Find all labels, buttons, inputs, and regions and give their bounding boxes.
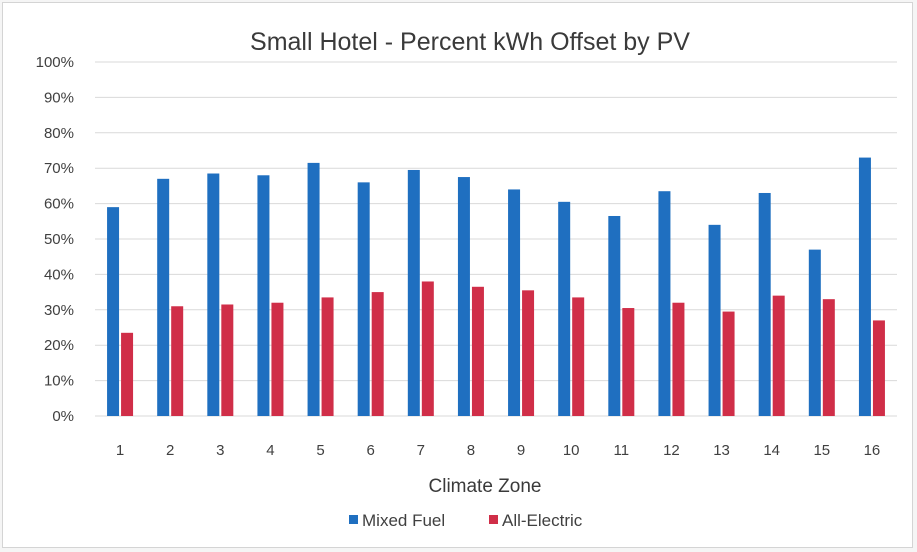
bar-mixed-fuel-zone-15 (808, 249, 821, 416)
y-tick-label: 0% (52, 408, 74, 425)
bar-all-electric-zone-14 (772, 295, 785, 416)
x-tick-label: 6 (367, 442, 375, 459)
bar-all-electric-zone-8 (471, 286, 484, 416)
bar-mixed-fuel-zone-11 (608, 215, 621, 416)
bar-all-electric-zone-5 (321, 297, 334, 416)
y-axis-ticks: 0% 10% 20% 30% 40% 50% 60% 70% 80% 90% 100% (36, 54, 74, 425)
bar-all-electric-zone-10 (572, 297, 585, 416)
y-tick-label: 90% (44, 89, 74, 106)
bar-all-electric-zone-1 (121, 332, 134, 416)
x-tick-label: 15 (813, 442, 830, 459)
bar-all-electric-zone-11 (622, 308, 635, 416)
y-tick-label: 60% (44, 196, 74, 213)
x-tick-label: 5 (316, 442, 324, 459)
bar-mixed-fuel-zone-8 (457, 177, 470, 416)
y-tick-label: 50% (44, 231, 74, 248)
y-tick-label: 30% (44, 302, 74, 319)
legend-label: Mixed Fuel (362, 511, 445, 530)
bar-mixed-fuel-zone-2 (157, 178, 170, 416)
chart-title: Small Hotel - Percent kWh Offset by PV (250, 28, 690, 56)
bar-all-electric-zone-12 (672, 302, 685, 416)
bar-all-electric-zone-6 (371, 292, 384, 416)
bar-mixed-fuel-zone-3 (207, 173, 220, 416)
bar-all-electric-zone-4 (271, 302, 284, 416)
x-tick-label: 12 (663, 442, 680, 459)
bars (107, 157, 885, 416)
bar-all-electric-zone-2 (171, 306, 184, 416)
legend: Mixed Fuel All-Electric (349, 511, 583, 530)
x-tick-label: 16 (864, 442, 881, 459)
bar-mixed-fuel-zone-7 (407, 169, 420, 416)
x-tick-label: 10 (563, 442, 580, 459)
y-tick-label: 100% (36, 54, 74, 71)
y-tick-label: 70% (44, 160, 74, 177)
y-tick-label: 80% (44, 125, 74, 142)
bar-mixed-fuel-zone-1 (107, 207, 120, 416)
bar-mixed-fuel-zone-16 (858, 157, 871, 416)
bar-mixed-fuel-zone-6 (357, 182, 370, 416)
bar-mixed-fuel-zone-9 (508, 189, 521, 416)
bar-all-electric-zone-13 (722, 311, 735, 416)
x-tick-label: 3 (216, 442, 224, 459)
legend-swatch (489, 515, 498, 524)
x-tick-label: 2 (166, 442, 174, 459)
x-tick-label: 4 (266, 442, 274, 459)
y-tick-label: 40% (44, 266, 74, 283)
x-axis-label: Climate Zone (429, 476, 542, 497)
x-tick-label: 14 (763, 442, 780, 459)
bar-mixed-fuel-zone-10 (558, 201, 571, 416)
bar-mixed-fuel-zone-12 (658, 191, 671, 416)
bar-all-electric-zone-3 (221, 304, 234, 416)
bar-all-electric-zone-9 (522, 290, 535, 416)
x-tick-label: 9 (517, 442, 525, 459)
x-tick-label: 8 (467, 442, 475, 459)
y-tick-label: 20% (44, 337, 74, 354)
bar-all-electric-zone-7 (421, 281, 434, 416)
x-axis-ticks: 1 2 3 4 5 6 7 8 9 10 11 12 13 14 15 16 (116, 442, 880, 459)
bar-all-electric-zone-16 (872, 320, 885, 416)
x-tick-label: 13 (713, 442, 730, 459)
x-tick-label: 1 (116, 442, 124, 459)
bar-mixed-fuel-zone-14 (758, 192, 771, 416)
bar-all-electric-zone-15 (822, 299, 835, 416)
legend-label: All-Electric (502, 511, 583, 530)
x-tick-label: 11 (614, 442, 630, 459)
y-tick-label: 10% (44, 373, 74, 390)
x-tick-label: 7 (417, 442, 425, 459)
legend-swatch (349, 515, 358, 524)
bar-mixed-fuel-zone-13 (708, 224, 721, 416)
bar-mixed-fuel-zone-4 (257, 175, 270, 416)
bar-mixed-fuel-zone-5 (307, 162, 320, 416)
